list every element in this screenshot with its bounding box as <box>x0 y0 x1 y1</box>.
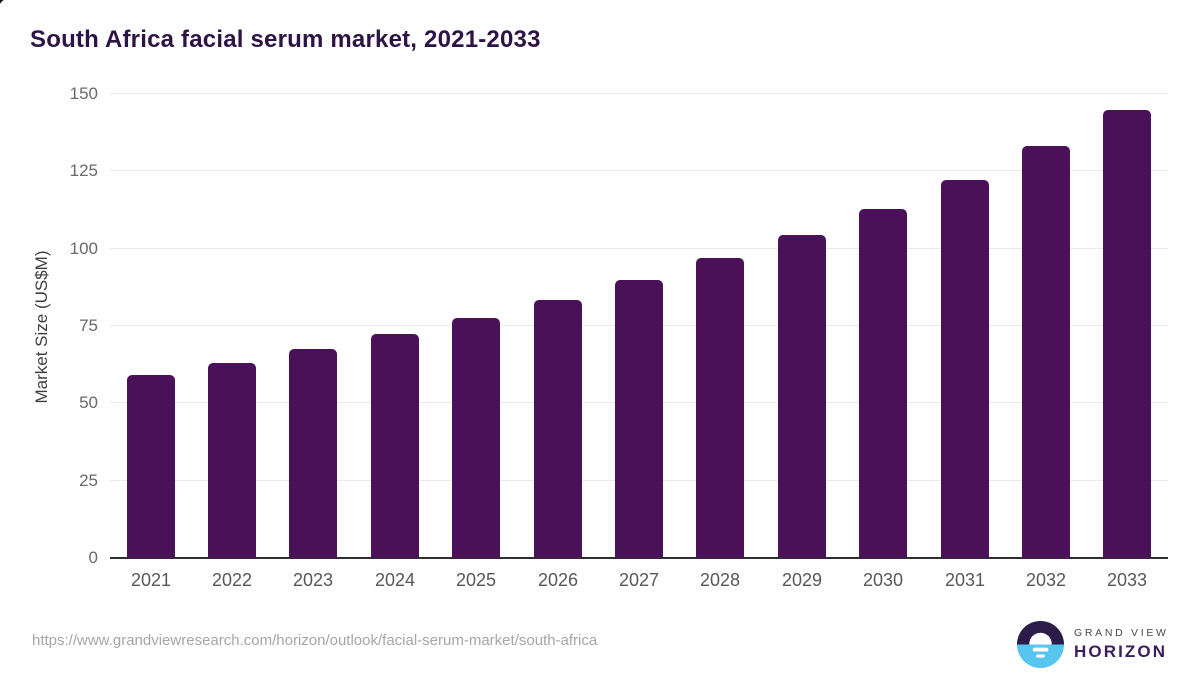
brand-wordmark: GRAND VIEW HORIZON <box>1074 627 1169 662</box>
bar-2024 <box>371 334 419 558</box>
y-tick-label-25: 25 <box>79 470 98 490</box>
bar-2033 <box>1103 110 1151 558</box>
bar-2027 <box>615 280 663 558</box>
bar-2025 <box>452 318 500 558</box>
bar-2030 <box>859 209 907 558</box>
bar-2032 <box>1022 146 1070 558</box>
bar-2028 <box>696 258 744 558</box>
x-tick-label-2026: 2026 <box>537 570 579 590</box>
x-tick-label-2027: 2027 <box>618 570 660 590</box>
y-tick-label-100: 100 <box>69 238 98 258</box>
x-tick-label-2031: 2031 <box>944 570 986 590</box>
gridline-100 <box>110 247 1168 249</box>
x-tick-label-2021: 2021 <box>130 570 172 590</box>
bar-2029 <box>778 235 826 558</box>
brand-logo: GRAND VIEW HORIZON <box>1017 621 1169 668</box>
x-tick-label-2025: 2025 <box>455 570 497 590</box>
bar-2031 <box>941 180 989 558</box>
x-tick-label-2030: 2030 <box>862 570 904 590</box>
x-tick-label-2033: 2033 <box>1106 570 1148 590</box>
plot-area <box>110 93 1168 559</box>
bar-2026 <box>534 300 582 558</box>
x-tick-label-2028: 2028 <box>699 570 741 590</box>
y-tick-label-75: 75 <box>79 316 98 335</box>
y-tick-label-50: 50 <box>79 393 98 413</box>
x-tick-label-2029: 2029 <box>781 570 823 590</box>
x-tick-label-2023: 2023 <box>292 570 334 590</box>
y-tick-label-150: 150 <box>69 84 98 103</box>
gridline-150 <box>110 93 1168 94</box>
window-corner-artifact <box>0 0 10 10</box>
x-tick-label-2032: 2032 <box>1025 570 1067 590</box>
bar-2022 <box>208 363 256 558</box>
y-tick-label-0: 0 <box>88 548 98 567</box>
x-axis-line <box>110 557 1168 559</box>
bar-2021 <box>127 375 175 558</box>
bar-2023 <box>289 349 337 558</box>
source-url: https://www.grandviewresearch.com/horizo… <box>32 632 598 649</box>
chart-title: South Africa facial serum market, 2021-2… <box>30 26 541 53</box>
brand-name-top: GRAND VIEW <box>1074 627 1169 639</box>
brand-name-bottom: HORIZON <box>1074 642 1168 661</box>
y-tick-label-125: 125 <box>69 161 98 181</box>
x-tick-label-2024: 2024 <box>374 570 416 590</box>
x-tick-label-2022: 2022 <box>211 570 253 590</box>
horizon-sun-icon <box>1017 621 1064 668</box>
gridline-125 <box>110 170 1168 172</box>
